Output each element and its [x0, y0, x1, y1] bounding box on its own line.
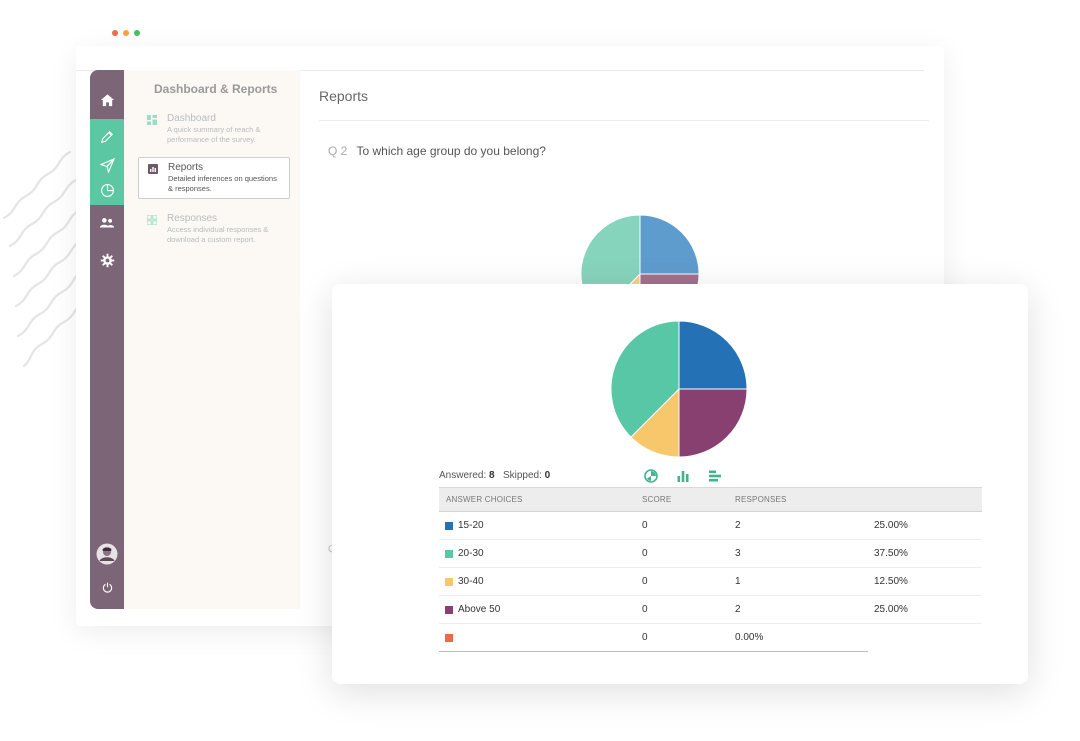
legend-swatch [445, 606, 453, 614]
row-choice: Above 50 [458, 604, 501, 615]
legend-swatch [445, 634, 453, 642]
row-choice: 15-20 [458, 520, 484, 531]
pie-chart [610, 320, 748, 458]
window-top-divider [76, 70, 924, 71]
table-header: ANSWER CHOICES SCORE RESPONSES [439, 487, 982, 512]
table-row: 0 0.00% [439, 624, 868, 652]
minimize-dot[interactable] [123, 30, 129, 36]
question-number: Q 2 [328, 144, 348, 158]
subnav-item-responses[interactable]: Responses Access individual responses & … [138, 209, 290, 249]
question-heading: Q 2 To which age group do you belong? [328, 144, 546, 158]
skipped-label: Skipped: [502, 470, 542, 481]
bar-chart-icon [148, 164, 158, 174]
subnav-item-reports[interactable]: Reports Detailed inferences on questions… [138, 157, 290, 199]
row-responses: 0.00% [735, 632, 764, 643]
home-icon[interactable] [90, 85, 124, 115]
answered-value: 8 [489, 470, 495, 481]
pie-slice-above-50 [678, 388, 748, 458]
row-percent: 12.50% [874, 576, 908, 587]
row-choice: 30-40 [458, 576, 484, 587]
bar-view-icon[interactable] [676, 469, 690, 483]
title-divider [319, 120, 929, 121]
people-icon[interactable] [90, 208, 124, 238]
send-icon[interactable] [90, 150, 124, 180]
row-percent: 37.50% [874, 548, 908, 559]
row-percent: 25.00% [874, 604, 908, 615]
gear-icon[interactable] [90, 245, 124, 275]
icon-rail [90, 70, 124, 609]
sub-navigation: Dashboard & Reports Dashboard A quick su… [124, 70, 300, 609]
power-icon[interactable] [90, 572, 124, 602]
rail-active-group [90, 119, 124, 205]
answered-label: Answered: [439, 470, 487, 481]
legend-swatch [445, 578, 453, 586]
row-score: 0 [642, 604, 648, 615]
row-score: 0 [642, 548, 648, 559]
report-card: Answered: 8 Skipped: 0 ANSWER CHOICES SC… [332, 284, 1028, 684]
pie-chart-icon[interactable] [90, 175, 124, 205]
horizontal-bar-view-icon[interactable] [708, 469, 722, 483]
subnav-item-desc: Detailed inferences on questions & respo… [168, 174, 277, 193]
table-row: 30-40 0 1 12.50% [439, 568, 982, 596]
subnav-item-dashboard[interactable]: Dashboard A quick summary of reach & per… [138, 109, 290, 149]
subnav-item-desc: A quick summary of reach & performance o… [167, 125, 261, 144]
window-controls [112, 30, 140, 36]
legend-swatch [445, 522, 453, 530]
subnav-title: Dashboard & Reports [154, 82, 278, 96]
row-responses: 3 [735, 548, 741, 559]
row-score: 0 [642, 576, 648, 587]
subnav-item-label: Reports [168, 162, 204, 173]
table-row: 15-20 0 2 25.00% [439, 512, 982, 540]
pie-view-icon[interactable] [644, 469, 658, 483]
legend-swatch [445, 550, 453, 558]
header-responses: RESPONSES [735, 495, 787, 504]
row-responses: 1 [735, 576, 741, 587]
row-responses: 2 [735, 604, 741, 615]
row-percent: 25.00% [874, 520, 908, 531]
subnav-item-label: Dashboard [167, 113, 216, 124]
row-score: 0 [642, 632, 648, 643]
row-score: 0 [642, 520, 648, 531]
response-stats: Answered: 8 Skipped: 0 [439, 470, 550, 481]
pie-slice-15-20 [639, 214, 700, 275]
close-dot[interactable] [112, 30, 118, 36]
question-text: To which age group do you belong? [356, 144, 546, 158]
dashboard-icon [147, 115, 157, 125]
grid-icon [147, 215, 157, 225]
pie-slice-15-20 [678, 320, 748, 390]
avatar[interactable] [90, 539, 124, 569]
row-responses: 2 [735, 520, 741, 531]
next-question-peek: Q [328, 544, 336, 555]
header-answer-choices: ANSWER CHOICES [446, 495, 523, 504]
skipped-value: 0 [544, 470, 551, 481]
maximize-dot[interactable] [134, 30, 140, 36]
table-row: 20-30 0 3 37.50% [439, 540, 982, 568]
subnav-item-desc: Access individual responses & download a… [167, 225, 269, 244]
table-row: Above 50 0 2 25.00% [439, 596, 982, 624]
subnav-item-label: Responses [167, 213, 218, 224]
pie-slice-20-30 [610, 320, 680, 438]
chart-view-switcher [644, 469, 722, 483]
header-score: SCORE [642, 495, 672, 504]
pencil-icon[interactable] [90, 122, 124, 152]
row-choice: 20-30 [458, 548, 484, 559]
page-title: Reports [319, 88, 369, 104]
decorative-waves [2, 150, 88, 368]
